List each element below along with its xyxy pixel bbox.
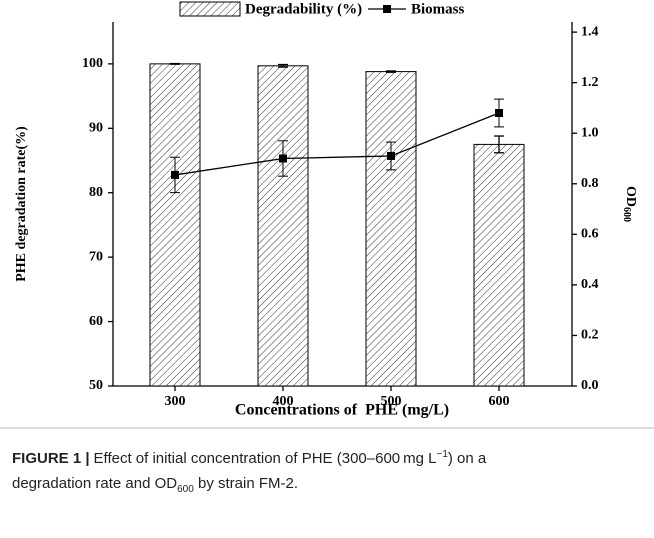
caption-label: FIGURE 1 | bbox=[12, 450, 90, 467]
caption: FIGURE 1 | Effect of initial concentratio… bbox=[12, 449, 487, 495]
x-tick-label: 400 bbox=[273, 394, 294, 409]
marker bbox=[171, 170, 179, 179]
y2-tick-label: 1.0 bbox=[581, 125, 599, 140]
caption-line-1: FIGURE 1 | Effect of initial concentratio… bbox=[12, 449, 487, 467]
legend-swatch bbox=[383, 5, 391, 13]
y2-tick-label: 0.4 bbox=[581, 277, 599, 292]
marker bbox=[387, 151, 395, 160]
error-bar bbox=[386, 70, 396, 73]
caption-text: Effect of initial concentration of PHE (… bbox=[94, 450, 437, 467]
y-tick-label: 60 bbox=[89, 314, 103, 329]
y2-axis-label-main: OD bbox=[623, 186, 638, 207]
y2-tick-label: 0.8 bbox=[581, 176, 599, 191]
y2-tick-label: 0.2 bbox=[581, 328, 599, 343]
y-tick-label: 50 bbox=[89, 378, 103, 393]
bar bbox=[149, 63, 201, 387]
marker bbox=[279, 154, 287, 163]
error-bar bbox=[278, 63, 288, 68]
bar bbox=[473, 143, 525, 387]
caption-sup: −1 bbox=[436, 449, 448, 460]
caption-sub: 600 bbox=[177, 484, 194, 495]
legend-label: Biomass bbox=[411, 1, 465, 17]
chart: PHE degradation rate(%) OD600 Concentrat… bbox=[14, 1, 638, 418]
caption-text: degradation rate and OD bbox=[12, 475, 177, 492]
y-tick-label: 80 bbox=[89, 185, 103, 200]
error-bar bbox=[494, 135, 504, 154]
x-tick-label: 600 bbox=[489, 394, 510, 409]
x-tick-label: 500 bbox=[381, 394, 402, 409]
y2-axis-label: OD600 bbox=[621, 186, 638, 222]
caption-line-2: degradation rate and OD600 by strain FM-… bbox=[12, 475, 298, 495]
y2-axis-label-sub: 600 bbox=[621, 207, 632, 222]
y-tick-label: 100 bbox=[82, 56, 103, 71]
x-tick-label: 300 bbox=[165, 394, 186, 409]
caption-text: ) on a bbox=[448, 450, 487, 467]
y-axis-label: PHE degradation rate(%) bbox=[14, 126, 29, 282]
marker bbox=[495, 109, 503, 117]
y2-tick-label: 0.6 bbox=[581, 227, 599, 242]
caption-text: by strain FM-2. bbox=[194, 475, 298, 492]
x-axis-label: Concentrations of PHE (mg/L) bbox=[235, 402, 449, 419]
y-tick-label: 70 bbox=[89, 249, 103, 264]
y2-tick-label: 1.2 bbox=[581, 75, 599, 90]
y2-tick-label: 0.0 bbox=[581, 378, 599, 393]
bar bbox=[365, 71, 417, 387]
line bbox=[174, 112, 500, 176]
y-tick-label: 90 bbox=[89, 121, 103, 136]
legend-label: Degradability (%) bbox=[245, 1, 362, 17]
y2-tick-label: 1.4 bbox=[581, 24, 599, 39]
error-bar bbox=[170, 62, 180, 65]
bar bbox=[257, 65, 309, 387]
legend-swatch bbox=[179, 1, 241, 17]
